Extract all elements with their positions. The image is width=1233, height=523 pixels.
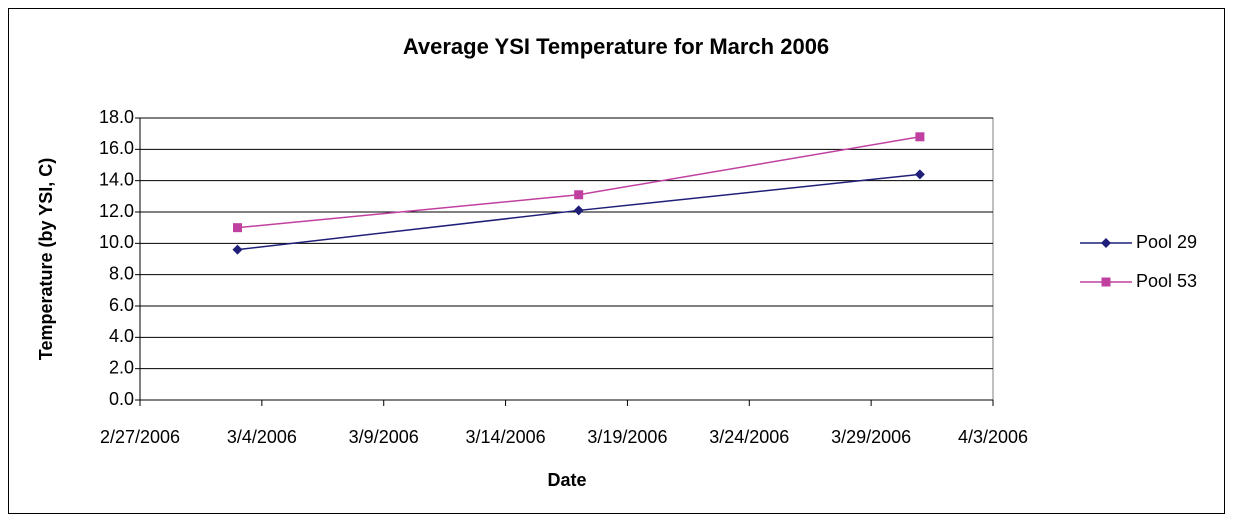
x-tick-label: 3/9/2006 — [349, 427, 419, 447]
y-tick-label: 10.0 — [99, 232, 134, 252]
y-tick-label: 8.0 — [109, 263, 134, 283]
x-tick-label: 2/27/2006 — [100, 427, 180, 447]
y-axis-title: Temperature (by YSI, C) — [36, 158, 56, 360]
y-tick-label: 18.0 — [99, 107, 134, 127]
y-tick-label: 0.0 — [109, 389, 134, 409]
legend-marker — [1101, 238, 1111, 248]
plot-area — [139, 117, 994, 401]
chart-title: Average YSI Temperature for March 2006 — [403, 34, 829, 59]
y-tick-label: 2.0 — [109, 357, 134, 377]
y-tick-label: 6.0 — [109, 295, 134, 315]
data-point — [232, 223, 242, 233]
data-point — [915, 132, 925, 142]
data-point — [232, 244, 243, 255]
y-tick-label: 16.0 — [99, 138, 134, 158]
y-tick-label: 12.0 — [99, 201, 134, 221]
legend-label: Pool 53 — [1136, 271, 1197, 291]
x-tick-label: 4/3/2006 — [958, 427, 1028, 447]
x-tick-label: 3/24/2006 — [709, 427, 789, 447]
x-tick-label: 3/14/2006 — [466, 427, 546, 447]
data-point — [914, 169, 925, 180]
data-point — [573, 205, 584, 216]
y-tick-label: 14.0 — [99, 169, 134, 189]
data-point — [574, 190, 584, 200]
x-tick-label: 3/29/2006 — [831, 427, 911, 447]
legend-marker — [1101, 277, 1111, 287]
x-axis-title: Date — [547, 470, 586, 490]
x-tick-label: 3/19/2006 — [587, 427, 667, 447]
x-tick-label: 3/4/2006 — [227, 427, 297, 447]
legend-label: Pool 29 — [1136, 232, 1197, 252]
y-tick-label: 4.0 — [109, 326, 134, 346]
